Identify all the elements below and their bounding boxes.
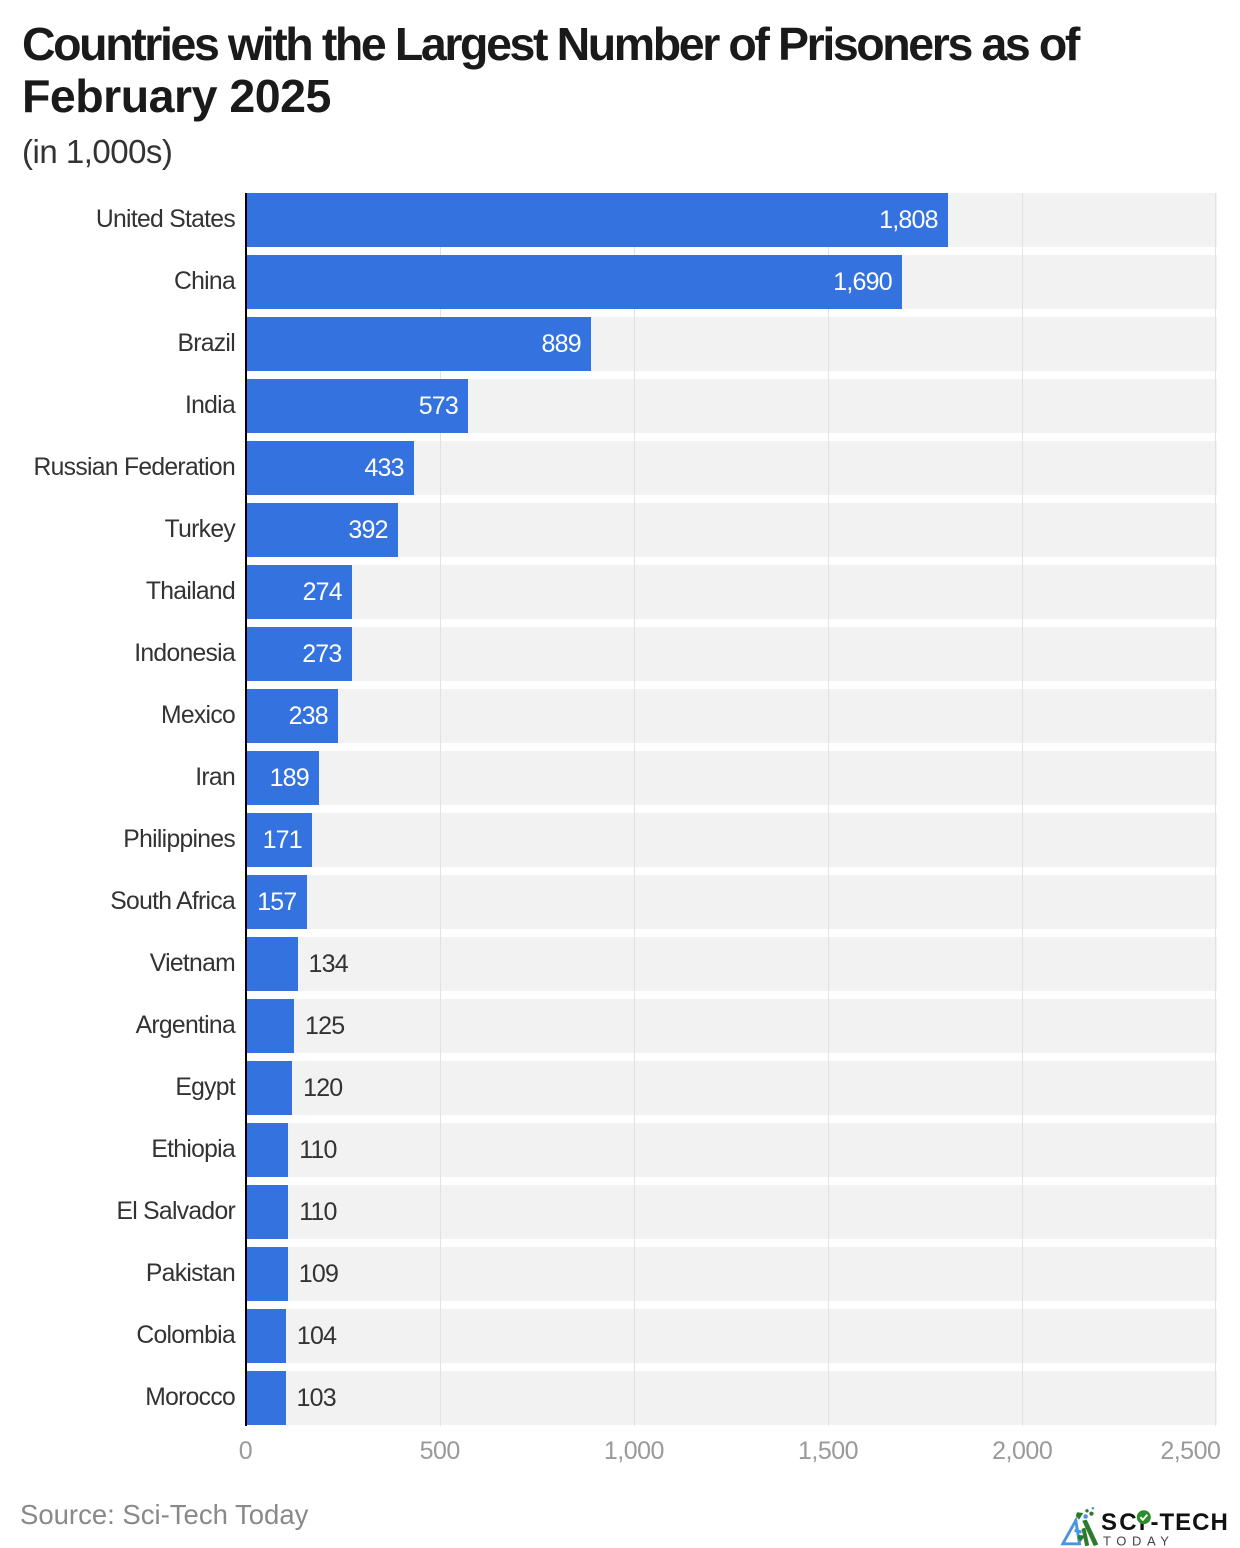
svg-text:TODAY: TODAY <box>1103 1534 1175 1548</box>
svg-text:-TECH: -TECH <box>1151 1509 1229 1536</box>
